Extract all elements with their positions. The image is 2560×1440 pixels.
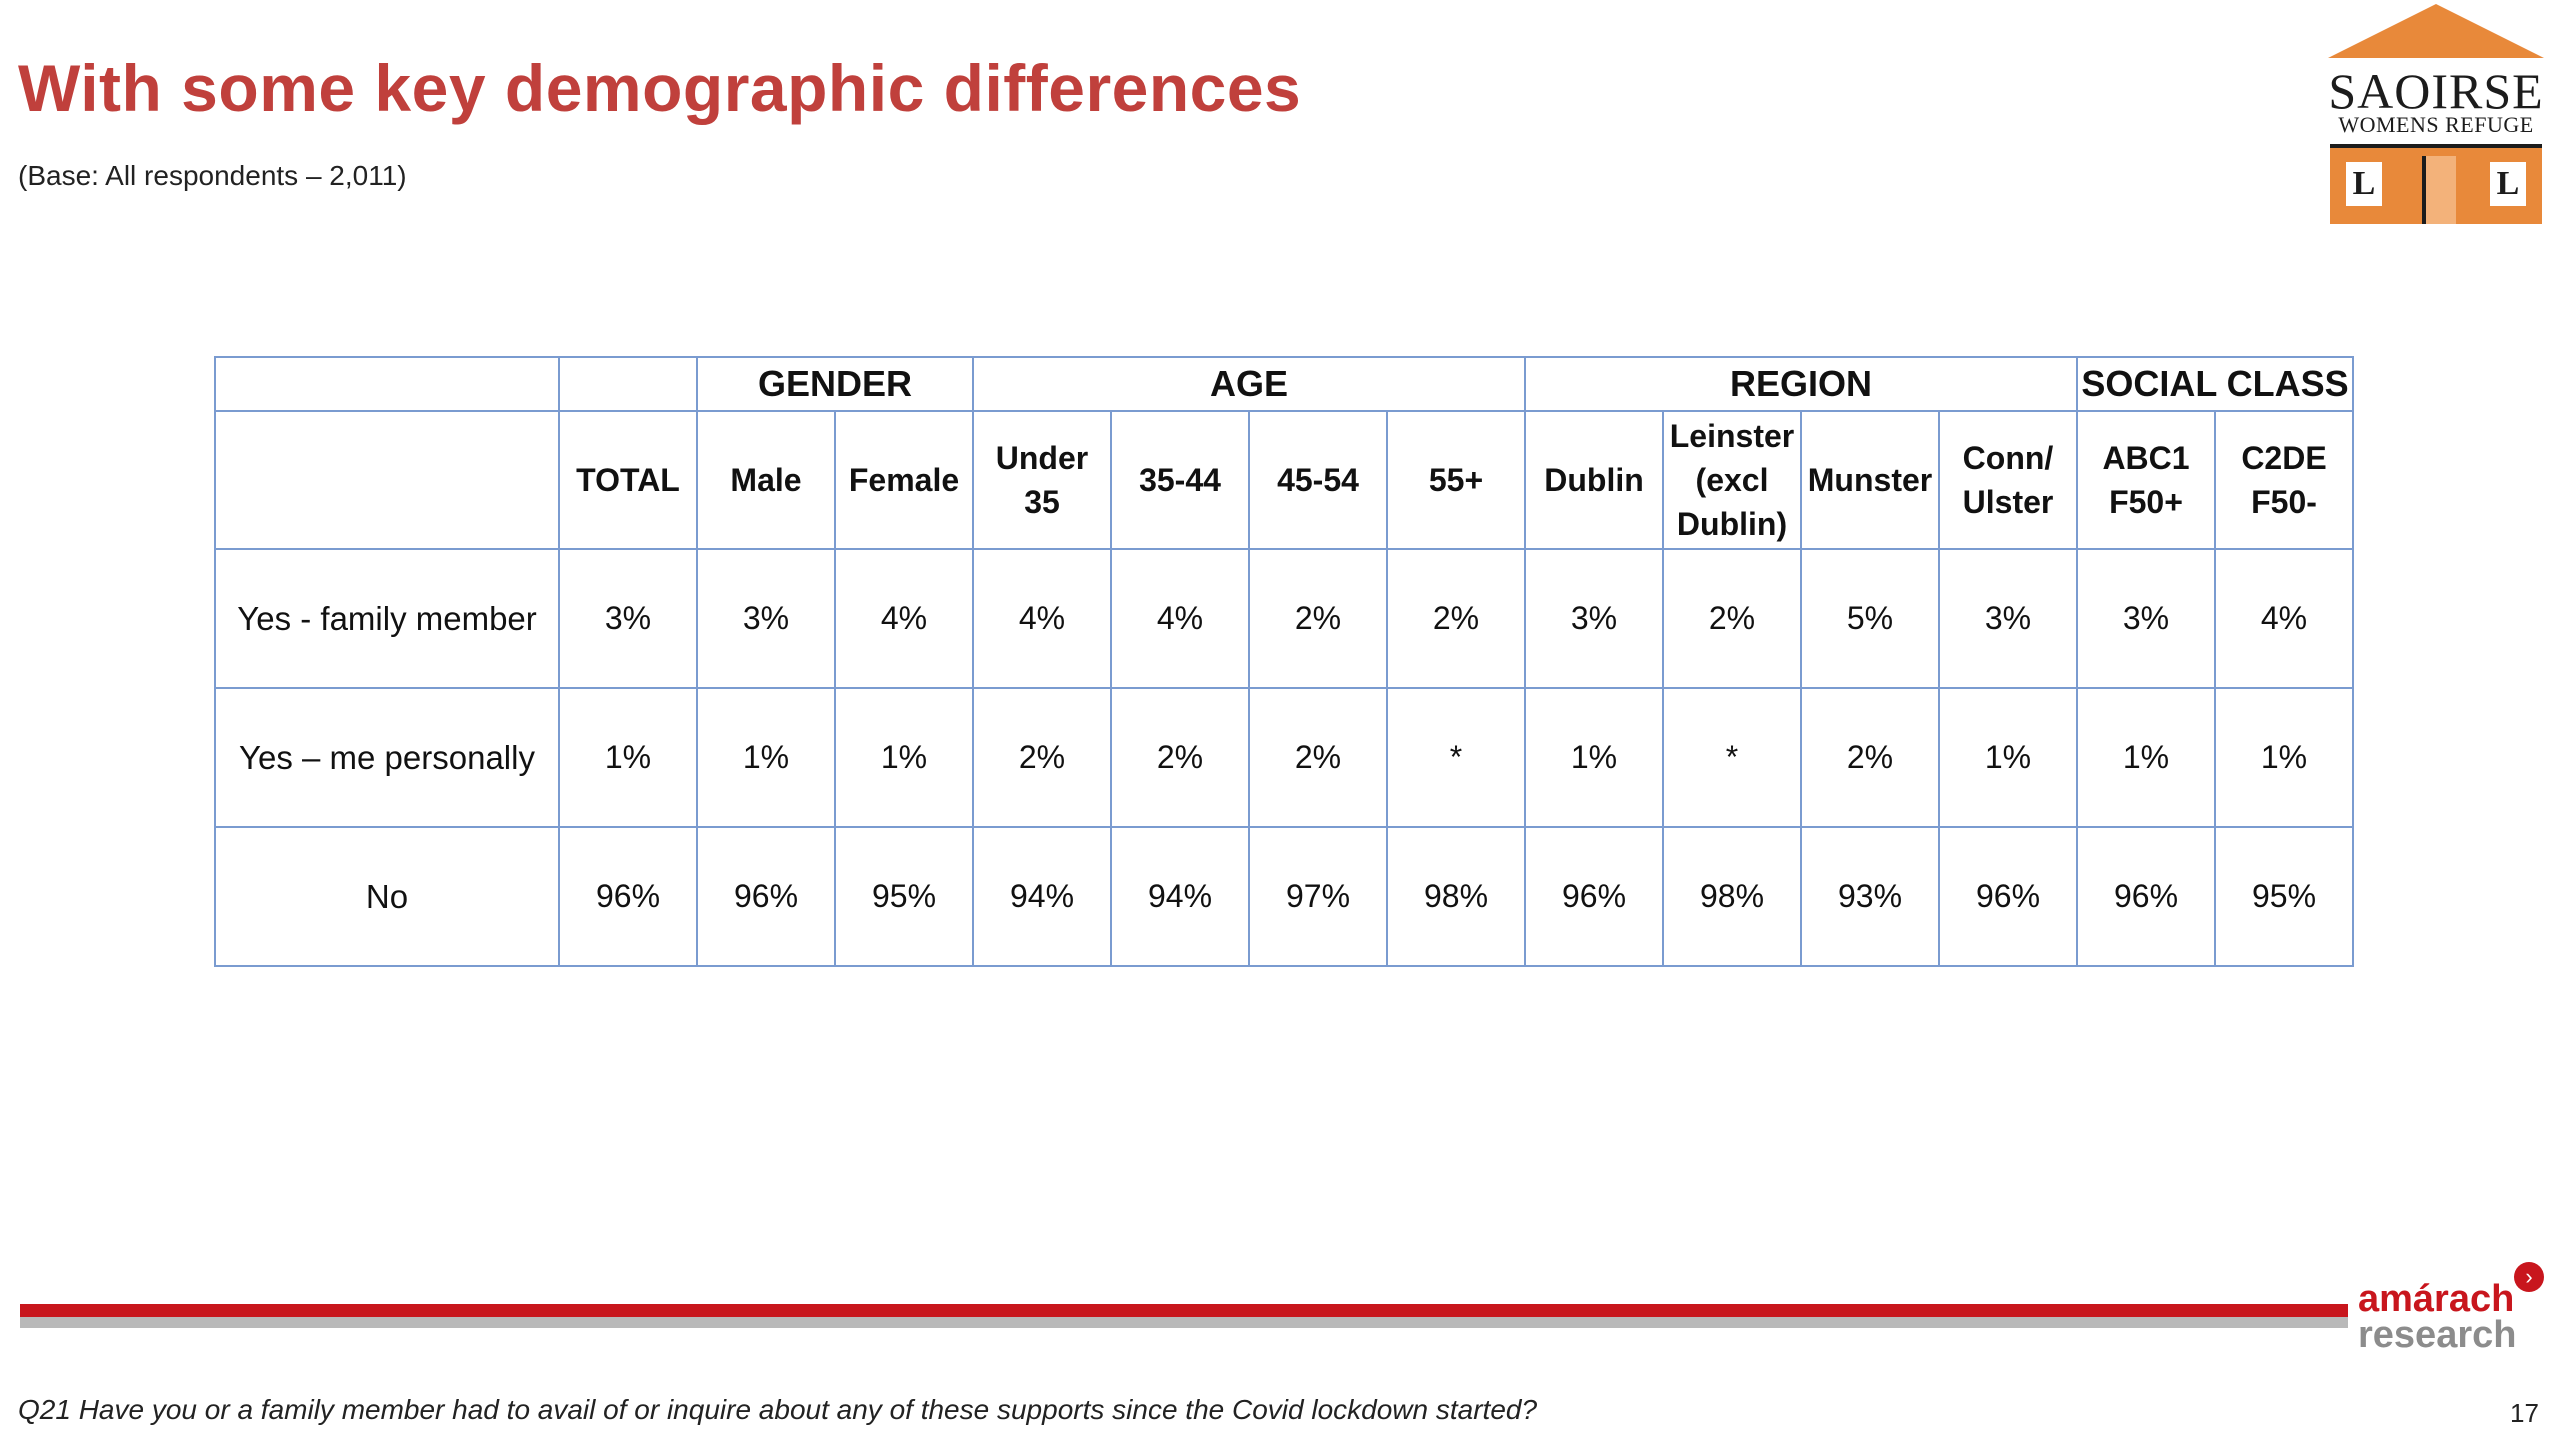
table-cell: 1%	[696, 687, 836, 828]
table-cell: 3%	[558, 548, 698, 689]
page-number: 17	[2510, 1398, 2539, 1428]
table-cell: 95%	[2214, 826, 2354, 967]
table-row: Yes – me personally 1% 1% 1% 2% 2% 2% * …	[214, 687, 2354, 828]
table-cell: 2%	[1248, 687, 1388, 828]
group-header-row: GENDER AGE REGION SOCIAL CLASS	[214, 356, 2354, 412]
column-header-blank	[214, 410, 560, 550]
column-header: C2DE F50-	[2214, 410, 2354, 550]
table-cell: 4%	[972, 548, 1112, 689]
logo-window-left: L	[2346, 162, 2382, 206]
column-header-row: TOTAL Male Female Under 35 35-44 45-54 5…	[214, 410, 2354, 550]
base-note: (Base: All respondents – 2,011)	[18, 160, 407, 191]
table-cell: 4%	[1110, 548, 1250, 689]
column-header: ABC1 F50+	[2076, 410, 2216, 550]
table-cell: 3%	[1524, 548, 1664, 689]
column-header: Under 35	[972, 410, 1112, 550]
table-cell: 5%	[1800, 548, 1940, 689]
brand-line2: research	[2358, 1314, 2517, 1356]
column-header: 45-54	[1248, 410, 1388, 550]
group-header-total	[558, 356, 698, 412]
table-cell: 1%	[2076, 687, 2216, 828]
chevron-right-icon: ›	[2514, 1262, 2544, 1292]
column-header: Leinster (excl Dublin)	[1662, 410, 1802, 550]
table-cell: 3%	[696, 548, 836, 689]
amarach-logo: › amárach research	[2358, 1262, 2548, 1362]
table-cell: 94%	[1110, 826, 1250, 967]
table-cell: 2%	[972, 687, 1112, 828]
column-header: 35-44	[1110, 410, 1250, 550]
table-cell: 98%	[1662, 826, 1802, 967]
group-header-gender: GENDER	[696, 356, 974, 412]
table-cell: 3%	[2076, 548, 2216, 689]
table-cell: 4%	[834, 548, 974, 689]
table-cell: 94%	[972, 826, 1112, 967]
table-cell: 2%	[1800, 687, 1940, 828]
table-cell: 96%	[1524, 826, 1664, 967]
logo-word-refuge: WOMENS REFUGE	[2338, 112, 2534, 137]
table-cell: 96%	[1938, 826, 2078, 967]
table-cell: 1%	[1524, 687, 1664, 828]
row-label: No	[214, 826, 560, 967]
table-cell: 1%	[2214, 687, 2354, 828]
logo-word-saoirse: SAOIRSE	[2328, 63, 2544, 119]
column-header: Dublin	[1524, 410, 1664, 550]
column-header: TOTAL	[558, 410, 698, 550]
question-footnote: Q21 Have you or a family member had to a…	[18, 1394, 1538, 1425]
table-cell: 96%	[2076, 826, 2216, 967]
table-row: No 96% 96% 95% 94% 94% 97% 98% 96% 98% 9…	[214, 826, 2354, 967]
page-title: With some key demographic differences	[18, 51, 1302, 125]
column-header: Male	[696, 410, 836, 550]
column-header: Munster	[1800, 410, 1940, 550]
table-cell: 2%	[1248, 548, 1388, 689]
table-cell: 1%	[834, 687, 974, 828]
logo-door-shape	[2422, 156, 2456, 224]
table-cell: 1%	[558, 687, 698, 828]
column-header: Conn/ Ulster	[1938, 410, 2078, 550]
table-cell: *	[1386, 687, 1526, 828]
table-cell: 2%	[1662, 548, 1802, 689]
table-cell: *	[1662, 687, 1802, 828]
table-cell: 1%	[1938, 687, 2078, 828]
logo-roof-shape	[2328, 4, 2544, 58]
row-label: Yes - family member	[214, 548, 560, 689]
saoirse-logo: SAOIRSE WOMENS REFUGE L L	[2328, 4, 2544, 236]
group-header-age: AGE	[972, 356, 1526, 412]
table-cell: 93%	[1800, 826, 1940, 967]
row-label: Yes – me personally	[214, 687, 560, 828]
group-header-social-class: SOCIAL CLASS	[2076, 356, 2354, 412]
table-cell: 98%	[1386, 826, 1526, 967]
table-cell: 4%	[2214, 548, 2354, 689]
group-header-empty	[214, 356, 560, 412]
table-row: Yes - family member 3% 3% 4% 4% 4% 2% 2%…	[214, 548, 2354, 689]
table-cell: 3%	[1938, 548, 2078, 689]
group-header-region: REGION	[1524, 356, 2078, 412]
logo-house-shape: L L	[2330, 144, 2542, 224]
footer-red-rule	[20, 1304, 2348, 1317]
table-cell: 95%	[834, 826, 974, 967]
table-cell: 96%	[558, 826, 698, 967]
brand-line1: amárach	[2358, 1278, 2515, 1320]
column-header: 55+	[1386, 410, 1526, 550]
table-cell: 97%	[1248, 826, 1388, 967]
table-cell: 2%	[1386, 548, 1526, 689]
table-cell: 96%	[696, 826, 836, 967]
table-cell: 2%	[1110, 687, 1250, 828]
footer-grey-rule	[20, 1317, 2348, 1328]
column-header: Female	[834, 410, 974, 550]
logo-window-right: L	[2490, 162, 2526, 206]
demographics-table: GENDER AGE REGION SOCIAL CLASS TOTAL Mal…	[214, 356, 2354, 967]
